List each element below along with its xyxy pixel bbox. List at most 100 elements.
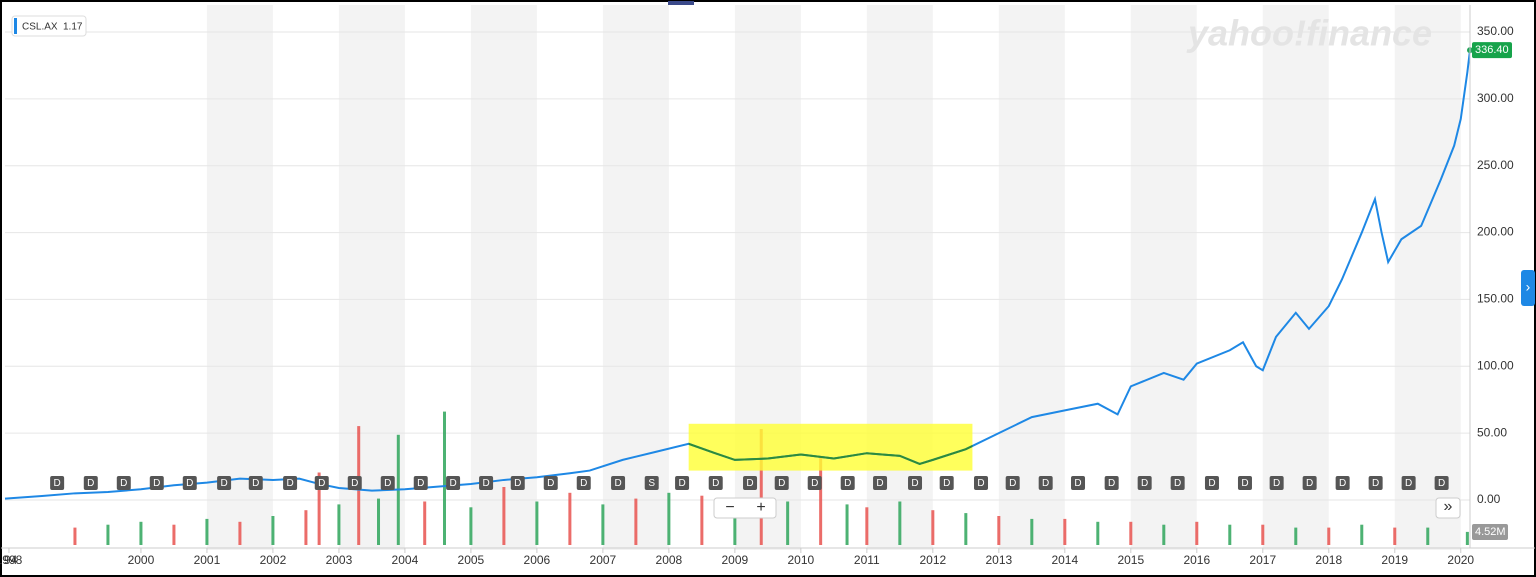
price-line-highlighted <box>688 442 973 465</box>
zoom-out[interactable]: − <box>725 499 734 516</box>
event-box <box>479 476 494 490</box>
event-box <box>939 476 954 490</box>
event-label: D <box>1372 478 1379 489</box>
zoom-in[interactable]: + <box>756 499 765 516</box>
x-tick-label: 2004 <box>392 553 419 567</box>
event-box <box>149 476 164 490</box>
event-box <box>807 476 822 490</box>
last-price-tag <box>1472 42 1512 59</box>
x-tick-label: 2017 <box>1249 553 1276 567</box>
volume-bar <box>271 516 275 545</box>
event-label: D <box>844 478 851 489</box>
last-price-label: 336.40 <box>1475 44 1509 56</box>
event-label: D <box>977 478 984 489</box>
event-box <box>743 476 758 490</box>
watermark: yahoo!finance <box>1186 13 1432 54</box>
event-box <box>1137 476 1152 490</box>
event-label: D <box>220 478 227 489</box>
event-box <box>1237 476 1252 490</box>
volume-bar <box>819 458 823 545</box>
event-label: D <box>514 478 521 489</box>
highlight <box>688 423 973 471</box>
event-box <box>1434 476 1449 490</box>
x-tick-label: 2015 <box>1117 553 1144 567</box>
event-label: D <box>1208 478 1215 489</box>
volume-bar <box>377 498 381 545</box>
event-box <box>314 476 329 490</box>
event-label: D <box>943 478 950 489</box>
volume-bar <box>700 495 704 545</box>
event-box <box>248 476 263 490</box>
volume-bar <box>759 429 763 545</box>
event-label: D <box>580 478 587 489</box>
volume-bar <box>1393 527 1397 545</box>
event-label: D <box>449 478 456 489</box>
event-label: D <box>712 478 719 489</box>
top-handle <box>668 1 694 5</box>
legend[interactable]: CSL.AX 1.17 <box>11 15 87 37</box>
event-box <box>1005 476 1020 490</box>
event-box <box>908 476 923 490</box>
event-label: D <box>1438 478 1445 489</box>
volume-bar <box>73 527 77 545</box>
volume-bar <box>845 504 849 545</box>
side-tab-arrow[interactable]: › <box>1526 279 1531 295</box>
event-box <box>1269 476 1284 490</box>
y-tick-label: 0.00 <box>1477 492 1501 506</box>
x-tick-label: 2000 <box>128 553 155 567</box>
axes: 0.00 50.00 100.00 150.00 200.00 250.00 300.00 3… <box>0 5 1535 567</box>
event-label: D <box>811 478 818 489</box>
x-tick-label: 2010 <box>787 553 814 567</box>
event-box <box>347 476 362 490</box>
event-label: D <box>778 478 785 489</box>
year-band <box>1262 5 1329 550</box>
x-tick-label: 2018 <box>1315 553 1342 567</box>
event-label: D <box>746 478 753 489</box>
event-label: D <box>614 478 621 489</box>
x-tick-label: 2016 <box>1183 553 1210 567</box>
year-band <box>470 5 537 550</box>
y-tick-label: 150.00 <box>1477 292 1514 306</box>
volume-bar <box>931 510 935 545</box>
volume-bar <box>865 507 869 545</box>
event-label: D <box>1405 478 1412 489</box>
volume-bar <box>568 492 572 545</box>
event-label: D <box>252 478 259 489</box>
volume-bar <box>1261 524 1265 545</box>
x-tick-label: 2007 <box>590 553 617 567</box>
event-label: D <box>1042 478 1049 489</box>
volume-tag <box>1472 524 1508 540</box>
volume-bar <box>443 411 446 545</box>
x-start-label: 94 <box>4 553 18 567</box>
event-label: D <box>384 478 391 489</box>
next-button[interactable]: » <box>1444 498 1453 515</box>
x-tick-label: 2013 <box>985 553 1012 567</box>
zoom-box <box>713 497 777 519</box>
event-box <box>116 476 131 490</box>
event-box <box>510 476 525 490</box>
y-tick-label: 250.00 <box>1477 158 1514 172</box>
next-box <box>1435 497 1461 519</box>
x-tick-label: 2006 <box>524 553 551 567</box>
year-band <box>338 5 405 550</box>
event-box <box>974 476 989 490</box>
volume-bar <box>786 501 790 545</box>
event-label: D <box>87 478 94 489</box>
volume-bar <box>238 521 242 545</box>
event-box <box>50 476 65 490</box>
year-band <box>1394 5 1461 550</box>
legend-box <box>11 15 87 37</box>
event-box <box>675 476 690 490</box>
x-tick-label: 2001 <box>194 553 221 567</box>
event-label: D <box>1141 478 1148 489</box>
event-label: D <box>547 478 554 489</box>
event-box <box>576 476 591 490</box>
x-tick-label: 2003 <box>326 553 353 567</box>
event-box <box>1170 476 1185 490</box>
volume-bar <box>1195 521 1199 545</box>
side-tab <box>1521 270 1535 306</box>
event-box <box>611 476 626 490</box>
legend-value: 1.17 <box>63 22 83 33</box>
